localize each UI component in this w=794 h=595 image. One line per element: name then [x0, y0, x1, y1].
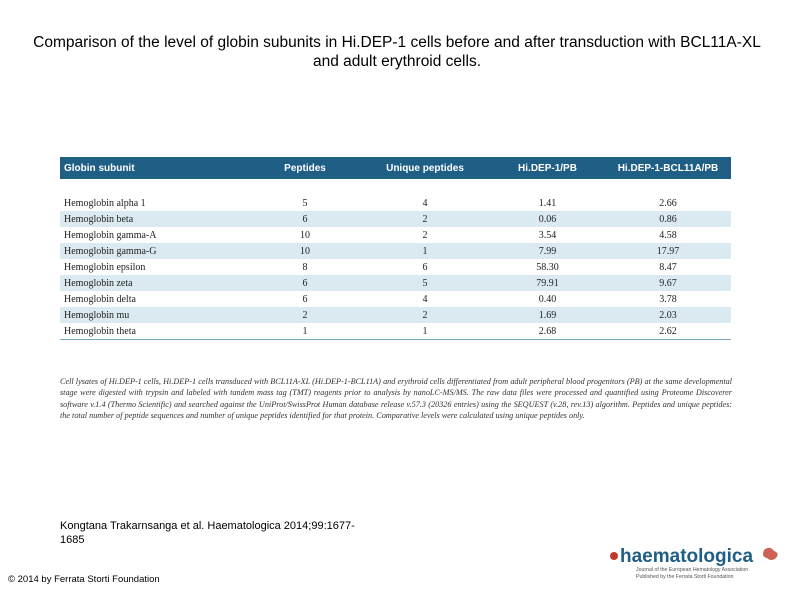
logo-emblem-icon [763, 547, 778, 560]
cell-hidep: 2.68 [538, 325, 557, 337]
header-globin-subunit: Globin subunit [60, 157, 250, 179]
copyright: © 2014 by Ferrata Storti Foundation [8, 574, 160, 585]
cell-peptides: 1 [302, 325, 308, 337]
cell-peptides: 10 [300, 229, 310, 241]
table-row: Hemoglobin alpha 1 5 4 1.41 2.66 [60, 195, 731, 211]
cell-hidep: 58.30 [536, 261, 559, 273]
cell-hidep: 3.54 [538, 229, 557, 241]
cell-unique: 1 [360, 243, 490, 259]
citation: Kongtana Trakarnsanga et al. Haematologi… [60, 519, 420, 547]
cell-hidep: 7.99 [490, 243, 605, 259]
table-caption: Cell lysates of Hi.DEP-1 cells, Hi.DEP-1… [60, 377, 732, 420]
logo-tagline-2: Published by the Ferrata Storti Foundati… [636, 574, 734, 580]
table-row: Hemoglobin gamma-G 10 1 7.99 17.97 [60, 243, 731, 259]
cell-hidep: 0.40 [538, 293, 557, 305]
cell-peptides: 5 [302, 197, 308, 209]
table-header-row: Globin subunit Peptides Unique peptides … [60, 157, 731, 179]
cell-subunit: Hemoglobin theta [64, 325, 136, 337]
globin-table: Globin subunit Peptides Unique peptides … [60, 157, 731, 340]
cell-bcl: 2.66 [659, 197, 677, 209]
cell-unique: 2 [422, 229, 428, 241]
slide-title: Comparison of the level of globin subuni… [33, 34, 761, 70]
logo-wordmark: haematologica [620, 546, 753, 567]
table-spacer [60, 179, 731, 195]
cell-unique: 6 [422, 261, 428, 273]
haematologica-logo: haematologica Journal of the European He… [610, 546, 778, 580]
table-row: Hemoglobin zeta 6 5 79.91 9.67 [60, 275, 731, 291]
cell-subunit: Hemoglobin beta [60, 211, 250, 227]
cell-unique: 2 [360, 211, 490, 227]
table-row: Hemoglobin beta 6 2 0.06 0.86 [60, 211, 731, 227]
globin-table-container: Globin subunit Peptides Unique peptides … [60, 157, 731, 340]
table-row: Hemoglobin delta 6 4 0.40 3.78 [60, 291, 731, 307]
cell-subunit: Hemoglobin gamma-G [60, 243, 250, 259]
cell-bcl: 8.47 [659, 261, 677, 273]
cell-bcl: 4.58 [659, 229, 677, 241]
cell-hidep: 1.41 [538, 197, 557, 209]
header-hidep-bcl11a-pb: Hi.DEP-1-BCL11A/PB [605, 157, 731, 179]
cell-hidep: 0.06 [490, 211, 605, 227]
cell-peptides: 6 [250, 211, 360, 227]
cell-peptides: 8 [302, 261, 308, 273]
cell-subunit: Hemoglobin zeta [60, 275, 250, 291]
table-row: Hemoglobin mu 2 2 1.69 2.03 [60, 307, 731, 323]
citation-line-1: Kongtana Trakarnsanga et al. Haematologi… [60, 520, 355, 532]
cell-peptides: 6 [250, 275, 360, 291]
cell-bcl: 17.97 [605, 243, 731, 259]
header-hidep-pb: Hi.DEP-1/PB [490, 157, 605, 179]
cell-hidep: 1.69 [490, 307, 605, 323]
cell-subunit: Hemoglobin epsilon [64, 261, 146, 273]
header-unique-peptides: Unique peptides [360, 157, 490, 179]
table-row: Hemoglobin epsilon 8 6 58.30 8.47 [60, 259, 731, 275]
cell-subunit: Hemoglobin mu [60, 307, 250, 323]
cell-hidep: 79.91 [490, 275, 605, 291]
cell-unique: 4 [422, 293, 428, 305]
cell-subunit: Hemoglobin gamma-A [64, 229, 157, 241]
cell-subunit: Hemoglobin delta [64, 293, 136, 305]
header-peptides: Peptides [250, 157, 360, 179]
table-row: Hemoglobin gamma-A 10 2 3.54 4.58 [60, 227, 731, 243]
cell-unique: 5 [360, 275, 490, 291]
cell-peptides: 10 [250, 243, 360, 259]
cell-bcl: 2.03 [605, 307, 731, 323]
cell-unique: 4 [422, 197, 428, 209]
cell-subunit: Hemoglobin alpha 1 [64, 197, 146, 209]
logo-dot-icon [610, 552, 618, 560]
cell-unique: 1 [422, 325, 428, 337]
table-row: Hemoglobin theta 1 1 2.68 2.62 [60, 323, 731, 340]
cell-bcl: 2.62 [659, 325, 677, 337]
cell-bcl: 3.78 [659, 293, 677, 305]
cell-peptides: 2 [250, 307, 360, 323]
citation-line-2: 1685 [60, 534, 85, 546]
cell-bcl: 9.67 [605, 275, 731, 291]
cell-peptides: 6 [302, 293, 308, 305]
logo-tagline-1: Journal of the European Hematology Assoc… [636, 567, 748, 573]
cell-unique: 2 [360, 307, 490, 323]
cell-bcl: 0.86 [605, 211, 731, 227]
